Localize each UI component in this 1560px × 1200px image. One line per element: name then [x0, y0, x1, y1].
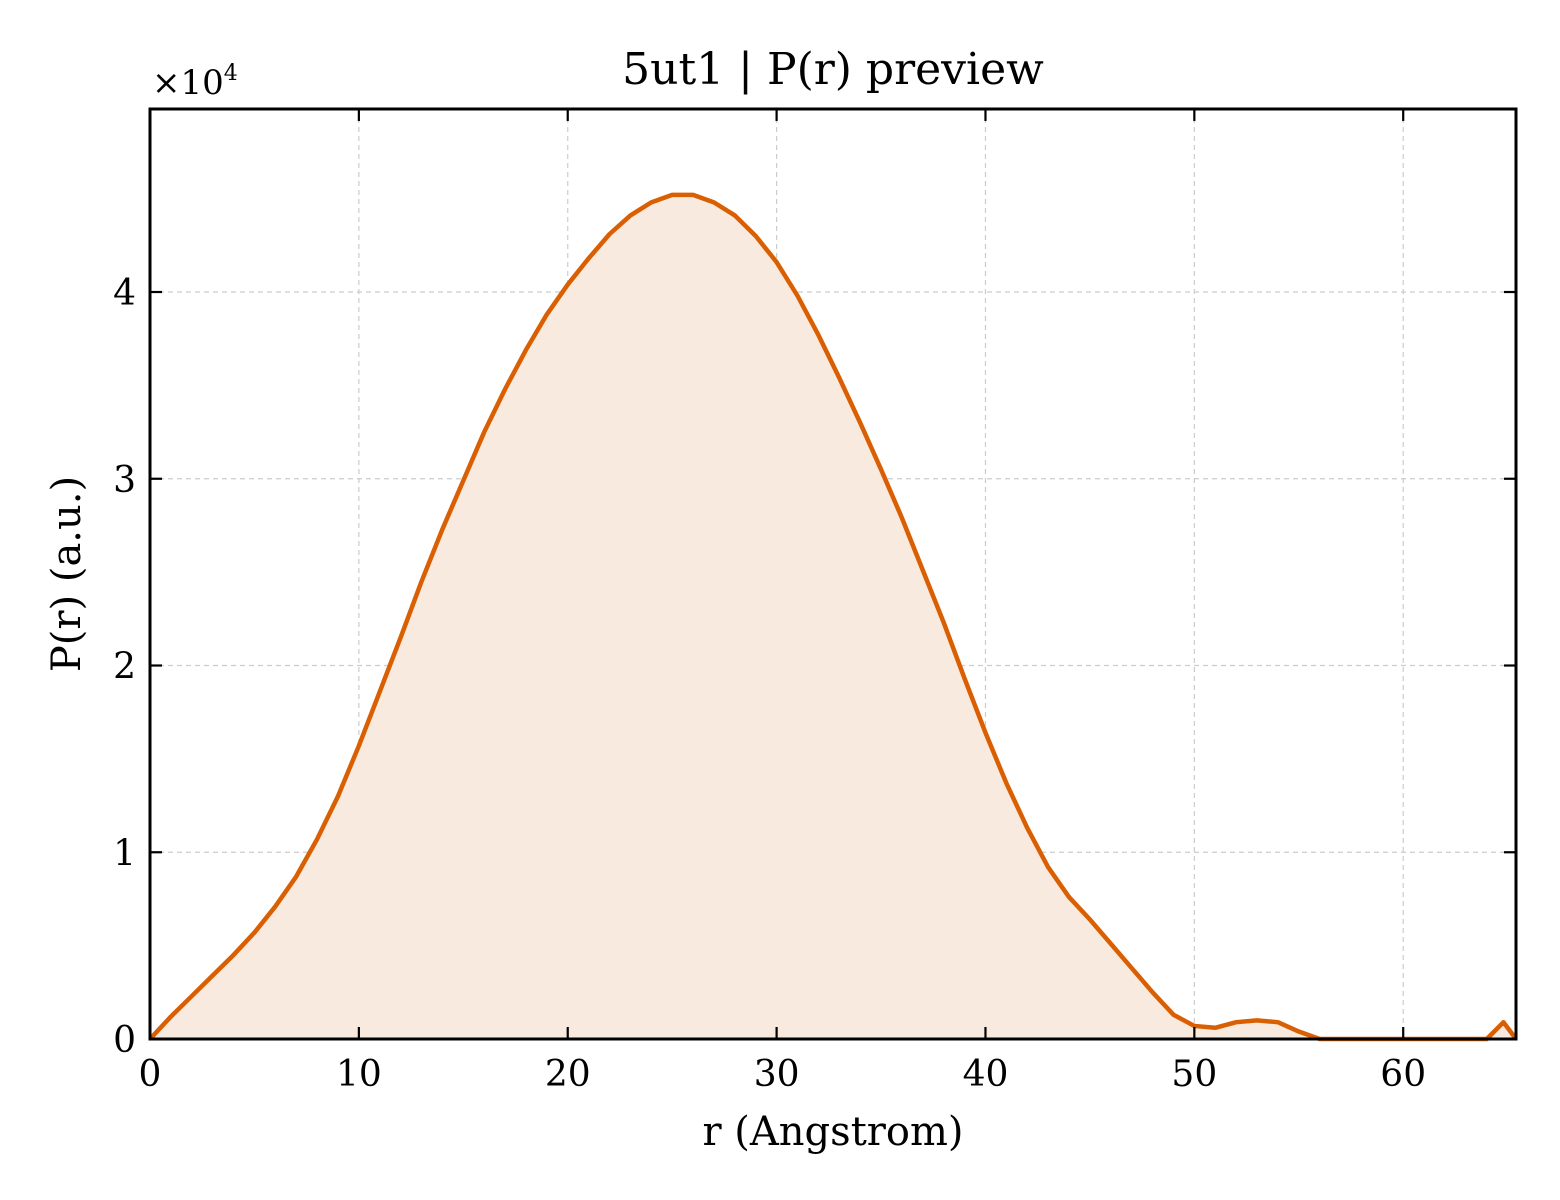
x-tick-label: 10 — [336, 1054, 382, 1095]
y-tick-label: 2 — [113, 647, 136, 688]
x-tick-label: 0 — [139, 1054, 162, 1095]
chart-title: 5ut1 | P(r) preview — [622, 44, 1044, 95]
pr-series-line — [148, 192, 1518, 1042]
x-tick-label: 40 — [963, 1054, 1009, 1095]
y-tick-label: 4 — [113, 273, 136, 314]
y-multiplier: ×104 — [152, 61, 238, 103]
y-tick-label: 3 — [113, 460, 136, 501]
y-tick-label: 1 — [113, 833, 136, 874]
x-tick-label: 50 — [1171, 1054, 1217, 1095]
y-axis-label: P(r) (a.u.) — [44, 476, 90, 672]
x-axis-label: r (Angstrom) — [702, 1109, 963, 1155]
x-tick-label: 20 — [545, 1054, 591, 1095]
ticks-layer: 0 10 20 30 40 50 60 0 1 2 3 4 — [113, 109, 1516, 1095]
y-tick-label: 0 — [113, 1020, 136, 1061]
plot-frame — [148, 107, 1518, 1041]
x-tick-label: 30 — [754, 1054, 800, 1095]
x-tick-label: 60 — [1380, 1054, 1426, 1095]
pr-area-fill — [150, 194, 1516, 1039]
